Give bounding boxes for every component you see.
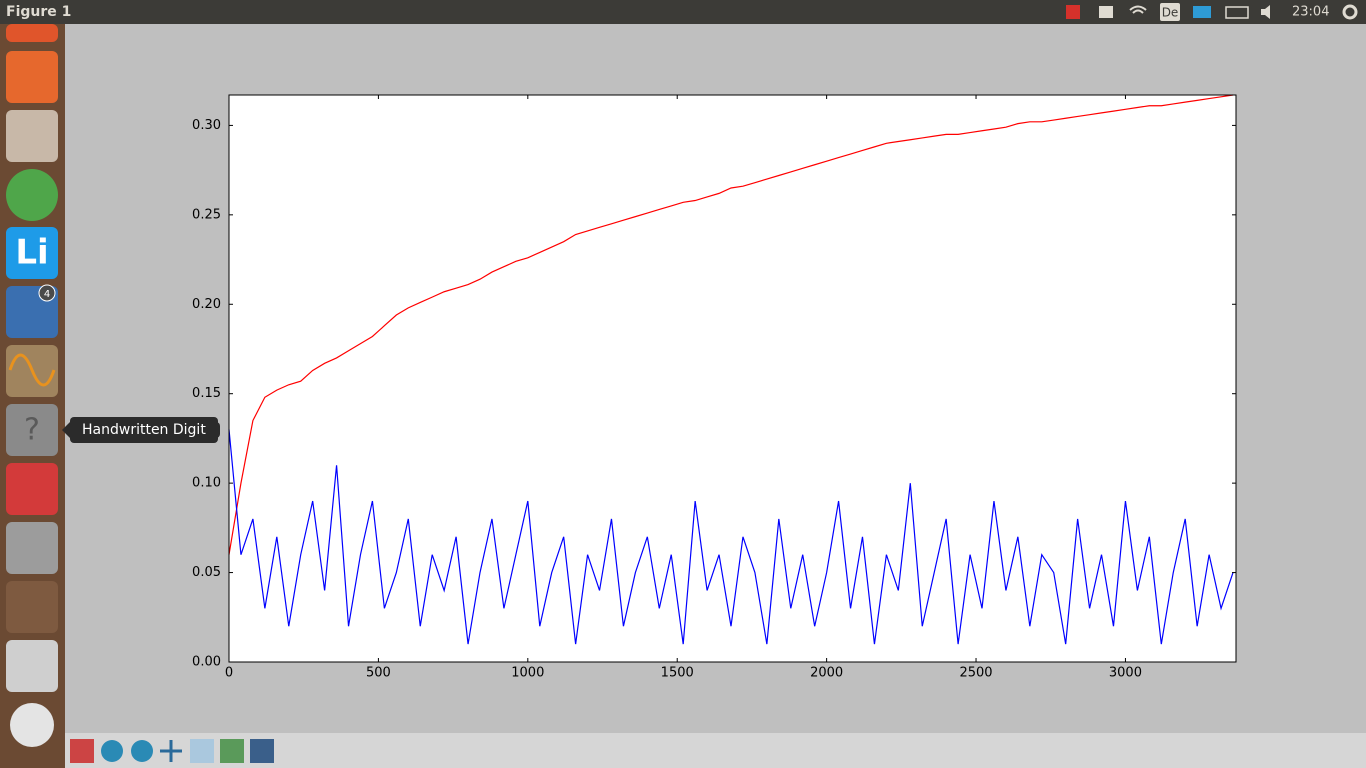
launcher-firefox[interactable] — [6, 24, 58, 42]
zoom-button[interactable] — [190, 739, 214, 763]
launcher-unknown-app[interactable] — [6, 404, 58, 456]
x-tick-label: 1500 — [661, 666, 694, 681]
launcher-reader[interactable] — [6, 463, 58, 515]
figure-icon-wave — [8, 353, 56, 387]
launcher-browser[interactable] — [6, 169, 58, 221]
launcher-workspaces[interactable] — [6, 581, 58, 633]
top-bar — [0, 0, 1366, 24]
y-tick-label: 0.20 — [192, 297, 221, 312]
writer-icon-text: Li — [15, 233, 48, 273]
update-icon[interactable] — [1066, 5, 1080, 19]
mail-badge-count: 4 — [44, 289, 50, 300]
wifi-icon[interactable] — [1129, 5, 1147, 14]
data-line — [228, 94, 1234, 555]
x-tick-label: 1000 — [511, 666, 544, 681]
mail-icon[interactable] — [1193, 6, 1211, 18]
battery-icon[interactable] — [1225, 6, 1249, 19]
data-line — [228, 429, 1234, 645]
back-button[interactable] — [101, 740, 123, 762]
subplots-button[interactable] — [220, 739, 244, 763]
y-tick-label: 0.30 — [192, 118, 221, 133]
launcher-drive[interactable] — [6, 640, 58, 692]
keyboard-indicator[interactable] — [1160, 3, 1180, 21]
plot — [228, 94, 1234, 645]
x-tick-label: 0 — [225, 666, 233, 681]
window-title: Figure 1 — [6, 4, 71, 20]
y-tick-label: 0.00 — [192, 655, 221, 670]
tooltip-text: Handwritten Digit — [82, 422, 206, 438]
y-tick-label: 0.15 — [192, 386, 221, 401]
forward-button[interactable] — [131, 740, 153, 762]
printer-icon[interactable] — [1099, 6, 1113, 18]
launcher-dvd[interactable] — [10, 703, 54, 747]
settings-icon[interactable] — [1342, 4, 1358, 20]
y-tick-label: 0.05 — [192, 565, 221, 580]
x-tick-label: 2500 — [959, 666, 992, 681]
x-tick-label: 3000 — [1109, 666, 1142, 681]
save-button[interactable] — [250, 739, 274, 763]
pan-button[interactable] — [160, 740, 182, 762]
tooltip-box — [70, 417, 218, 443]
mail-badge — [38, 284, 56, 302]
keyboard-label: De — [1162, 6, 1179, 20]
clock[interactable]: 23:04 — [1292, 5, 1329, 20]
y-tick-label: 0.25 — [192, 207, 221, 222]
launcher-files[interactable] — [6, 110, 58, 162]
home-button[interactable] — [70, 739, 94, 763]
plot-frame — [228, 94, 1237, 663]
y-tick-label: 0.10 — [192, 476, 221, 491]
toolbar — [65, 733, 1366, 768]
launcher-printer[interactable] — [6, 522, 58, 574]
x-tick-label: 500 — [366, 666, 391, 681]
volume-icon[interactable] — [1261, 5, 1270, 19]
x-tick-label: 2000 — [810, 666, 843, 681]
plot-area — [229, 95, 1236, 662]
launcher-writer[interactable] — [6, 227, 58, 279]
launcher-software-center[interactable] — [6, 51, 58, 103]
unknown-app-icon: ? — [24, 413, 40, 448]
